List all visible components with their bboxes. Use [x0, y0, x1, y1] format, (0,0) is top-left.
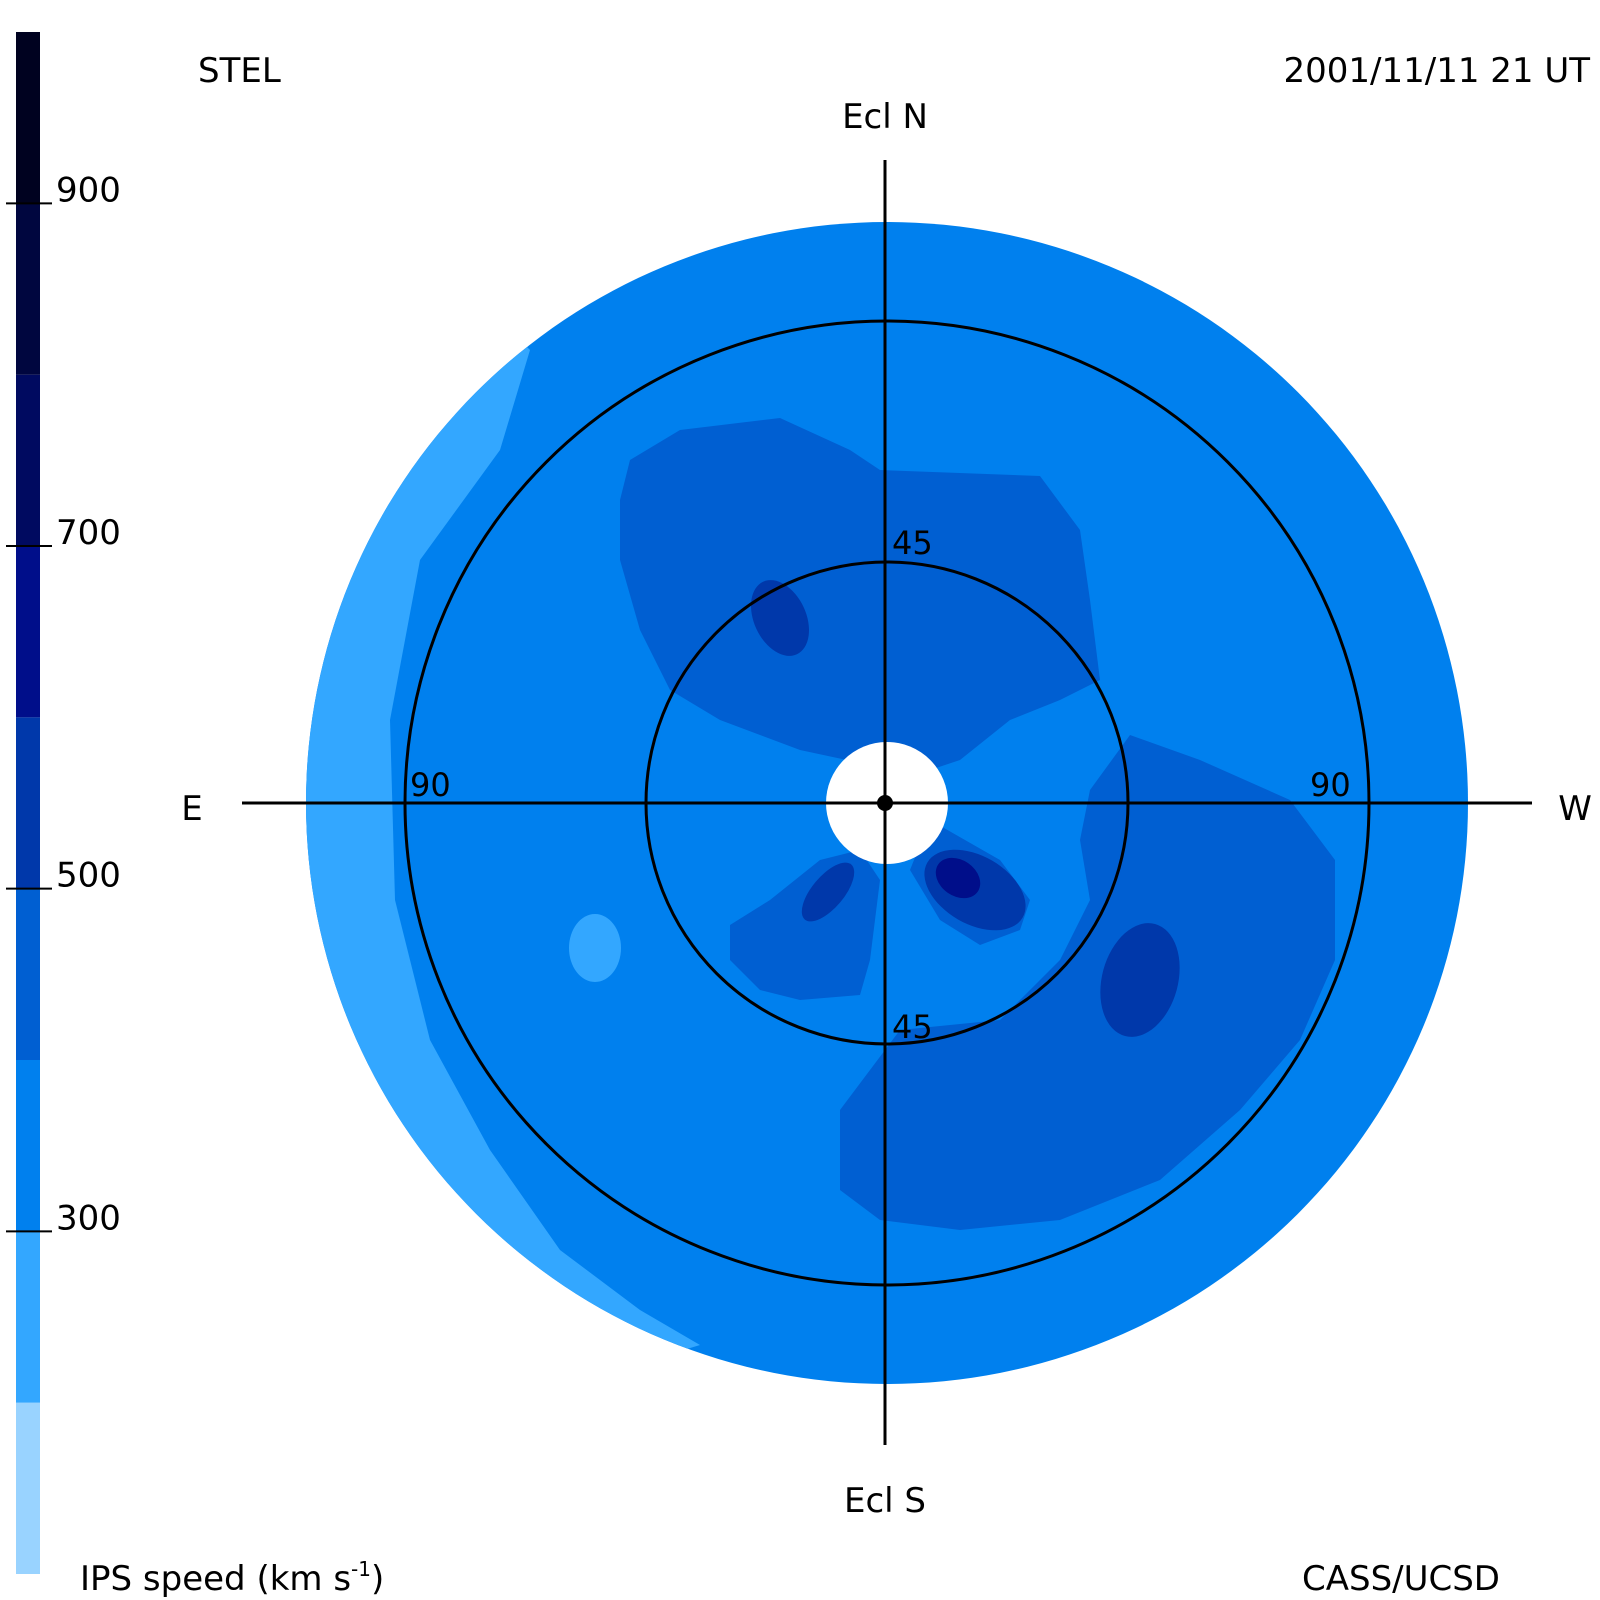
colorbar-tick-label: 700 — [56, 513, 121, 553]
colorbar-band — [16, 888, 40, 1060]
datetime-label: 2001/11/11 21 UT — [1284, 51, 1591, 91]
colorbar-band — [16, 546, 40, 718]
low-speed-blob — [569, 914, 621, 982]
high-speed-blob-north — [750, 580, 810, 656]
colorbar-band — [16, 32, 40, 204]
high-speed-blob-west — [1100, 923, 1180, 1037]
medium-speed-region-south-west — [840, 735, 1335, 1230]
elongation-label-45-north: 45 — [892, 524, 933, 562]
north-label: Ecl N — [842, 97, 928, 137]
colorbar-title: IPS speed (km s-1) — [80, 1557, 384, 1599]
speed-map — [306, 222, 1468, 1384]
colorbar: 900 700 500 300 — [6, 32, 121, 1574]
credit-label: CASS/UCSD — [1302, 1559, 1500, 1599]
colorbar-tick-label: 300 — [56, 1198, 121, 1238]
highest-speed-core — [935, 857, 981, 899]
colorbar-band — [16, 1231, 40, 1403]
west-label: W — [1558, 789, 1592, 829]
colorbar-band — [16, 203, 40, 375]
elongation-label-45-south: 45 — [892, 1008, 933, 1046]
colorbar-band — [16, 1060, 40, 1232]
east-label: E — [181, 789, 202, 829]
sun-center-dot — [877, 795, 893, 811]
observatory-label: STEL — [198, 51, 281, 91]
colorbar-band — [16, 1402, 40, 1574]
colorbar-tick-label: 900 — [56, 170, 121, 210]
medium-speed-region-north — [620, 418, 1100, 780]
south-label: Ecl S — [844, 1481, 926, 1521]
colorbar-band — [16, 717, 40, 889]
high-speed-blob-southeast — [801, 862, 855, 922]
elongation-label-90-west: 90 — [1310, 766, 1351, 804]
colorbar-tick-label: 500 — [56, 856, 121, 896]
colorbar-band — [16, 374, 40, 546]
elongation-label-90-east: 90 — [410, 766, 451, 804]
